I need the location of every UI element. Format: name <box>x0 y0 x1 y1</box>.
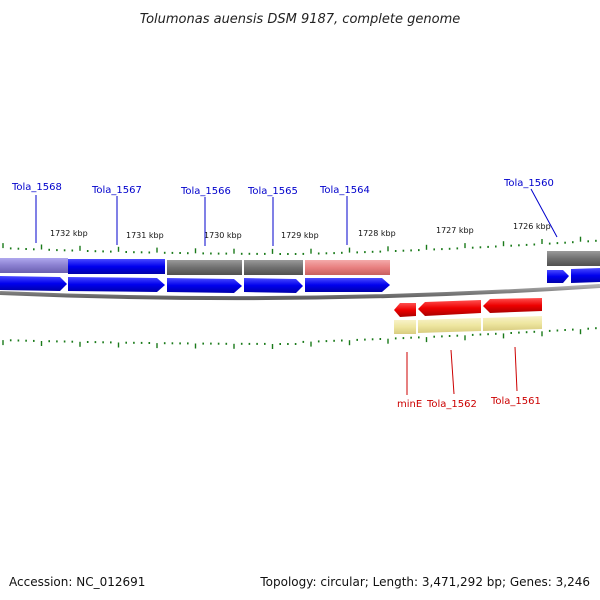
kbp-label: 1726 kbp <box>513 222 551 231</box>
cds-arrow-forward[interactable] <box>0 276 67 291</box>
gene-label-reverse[interactable]: Tola_1562 <box>426 399 477 410</box>
forward-cds-track <box>0 268 600 293</box>
gene-label-forward[interactable]: Tola_1568 <box>11 182 62 193</box>
lower-tick-track <box>2 327 597 349</box>
label-leader-line <box>450 349 455 395</box>
kbp-label: 1732 kbp <box>50 229 88 238</box>
cds-arrow-forward[interactable] <box>167 278 242 293</box>
cds-arrow-forward[interactable] <box>244 278 303 293</box>
kbp-label: 1731 kbp <box>126 231 164 240</box>
kbp-label: 1728 kbp <box>358 229 396 238</box>
gene-label-forward[interactable]: Tola_1564 <box>319 185 370 196</box>
cds-arrow-forward[interactable] <box>547 270 569 283</box>
gene-label-forward[interactable]: Tola_1560 <box>503 178 554 189</box>
forward-feature-band <box>0 251 600 275</box>
feature-bar <box>244 260 303 275</box>
genome-backbone <box>0 284 600 301</box>
cds-arrow-reverse[interactable] <box>483 298 542 313</box>
gene-label-forward[interactable]: Tola_1566 <box>180 186 231 197</box>
cds-arrow-reverse[interactable] <box>394 303 416 317</box>
gene-label-forward[interactable]: Tola_1567 <box>91 185 142 196</box>
cds-arrow-forward[interactable] <box>68 277 165 292</box>
feature-bar <box>0 258 68 273</box>
topology-text: Topology: circular; Length: 3,471,292 bp… <box>259 575 590 589</box>
reverse-gene-labels: minE Tola_1562 Tola_1561 <box>397 346 541 410</box>
label-leader-line <box>530 188 558 238</box>
feature-bar <box>418 318 481 333</box>
feature-bar <box>305 260 390 275</box>
feature-bar <box>68 259 165 274</box>
feature-bar <box>167 260 242 275</box>
reverse-cds-track <box>394 298 542 317</box>
kbp-label: 1730 kbp <box>204 231 242 240</box>
reverse-feature-band <box>394 316 542 334</box>
feature-bar <box>547 251 600 266</box>
map-title: Tolumonas auensis DSM 9187, complete gen… <box>140 12 461 27</box>
accession-text: Accession: NC_012691 <box>9 575 145 589</box>
upper-tick-track <box>2 236 597 255</box>
kbp-label: 1729 kbp <box>281 231 319 240</box>
label-leader-line <box>514 346 518 392</box>
cds-arrow-reverse[interactable] <box>418 300 481 316</box>
forward-gene-labels: Tola_1568 Tola_1567 Tola_1566 Tola_1565 … <box>11 178 558 246</box>
kbp-label: 1727 kbp <box>436 226 474 235</box>
cds-arrow-forward[interactable] <box>305 278 390 292</box>
coordinate-labels: 1732 kbp 1731 kbp 1730 kbp 1729 kbp 1728… <box>50 222 551 240</box>
cds-arrow-forward[interactable] <box>571 268 600 283</box>
gene-label-forward[interactable]: Tola_1565 <box>247 186 298 197</box>
feature-bar <box>483 316 542 331</box>
gene-label-reverse[interactable]: minE <box>397 399 422 410</box>
gene-label-reverse[interactable]: Tola_1561 <box>490 396 541 407</box>
feature-bar <box>394 320 416 334</box>
